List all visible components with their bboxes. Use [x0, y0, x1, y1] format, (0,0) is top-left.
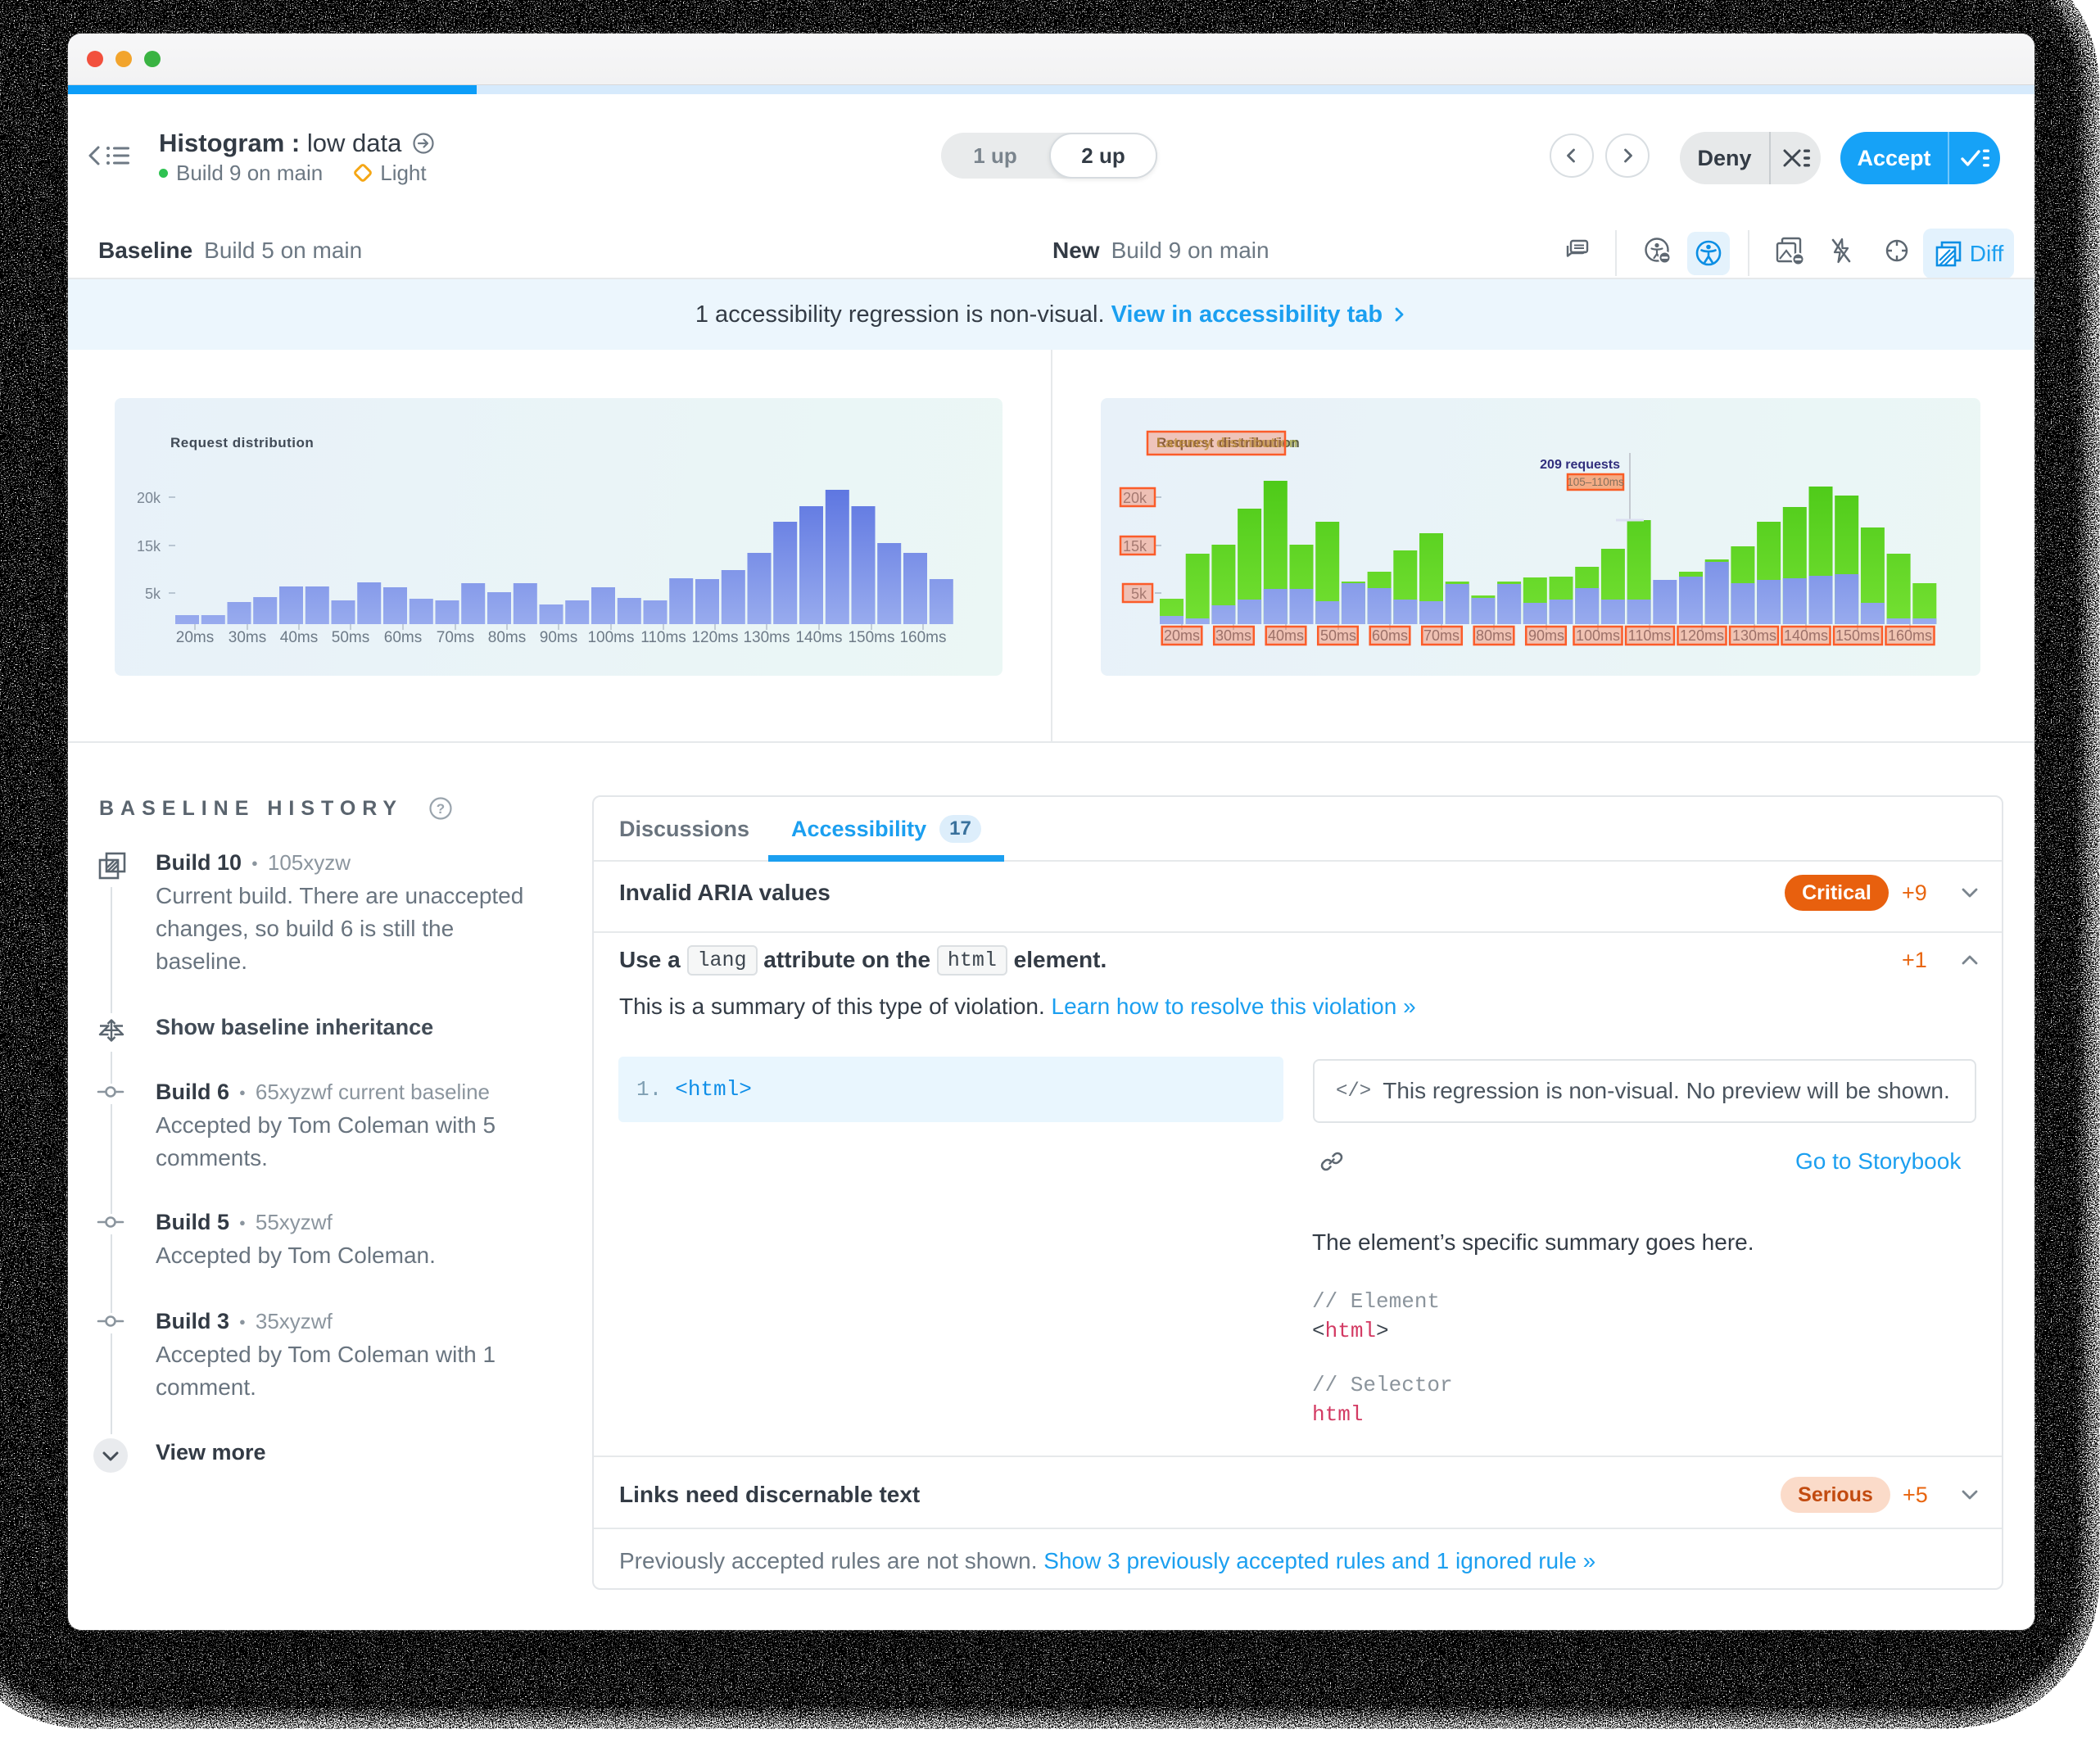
svg-text:160ms: 160ms	[1888, 627, 1932, 644]
svg-text:130ms: 130ms	[743, 629, 790, 646]
svg-text:15k: 15k	[137, 538, 161, 555]
svg-text:160ms: 160ms	[899, 629, 946, 646]
svg-text:90ms: 90ms	[1528, 627, 1564, 644]
svg-text:30ms: 30ms	[229, 629, 266, 646]
svg-text:20ms: 20ms	[1164, 627, 1200, 644]
svg-text:130ms: 130ms	[1732, 627, 1776, 644]
svg-text:150ms: 150ms	[848, 629, 894, 646]
svg-text:15k: 15k	[1123, 538, 1147, 555]
svg-text:30ms: 30ms	[1215, 627, 1251, 644]
svg-text:110ms: 110ms	[1628, 627, 1672, 644]
svg-text:140ms: 140ms	[1784, 627, 1828, 644]
svg-text:120ms: 120ms	[691, 629, 738, 646]
svg-text:100ms: 100ms	[587, 629, 634, 646]
svg-text:140ms: 140ms	[795, 629, 842, 646]
svg-text:70ms: 70ms	[1423, 627, 1460, 644]
svg-text:Latency distribution: Latency distribution	[1156, 435, 1297, 450]
svg-text:20k: 20k	[137, 490, 161, 506]
svg-text:20ms: 20ms	[176, 629, 214, 646]
svg-text:209 requests: 209 requests	[1540, 458, 1620, 472]
svg-text:60ms: 60ms	[1372, 627, 1408, 644]
svg-text:Request distribution: Request distribution	[170, 435, 314, 450]
svg-text:?: ?	[437, 801, 445, 817]
svg-text:Request distribution: Request distribution	[1156, 435, 1300, 450]
svg-text:5k: 5k	[1131, 586, 1147, 602]
svg-text:40ms: 40ms	[280, 629, 318, 646]
svg-text:100ms: 100ms	[1576, 627, 1620, 644]
svg-text:110ms: 110ms	[640, 629, 686, 646]
svg-text:5k: 5k	[145, 586, 161, 602]
svg-text:80ms: 80ms	[488, 629, 526, 646]
svg-text:120ms: 120ms	[1680, 627, 1724, 644]
svg-text:60ms: 60ms	[384, 629, 422, 646]
svg-text:40ms: 40ms	[1268, 627, 1304, 644]
svg-text:20k: 20k	[1123, 490, 1147, 506]
svg-text:80ms: 80ms	[1476, 627, 1512, 644]
svg-text:150ms: 150ms	[1835, 627, 1880, 644]
svg-text:50ms: 50ms	[332, 629, 369, 646]
svg-text:70ms: 70ms	[437, 629, 474, 646]
svg-text:50ms: 50ms	[1320, 627, 1356, 644]
svg-text:105–110ms: 105–110ms	[1567, 476, 1624, 488]
svg-text:90ms: 90ms	[540, 629, 577, 646]
